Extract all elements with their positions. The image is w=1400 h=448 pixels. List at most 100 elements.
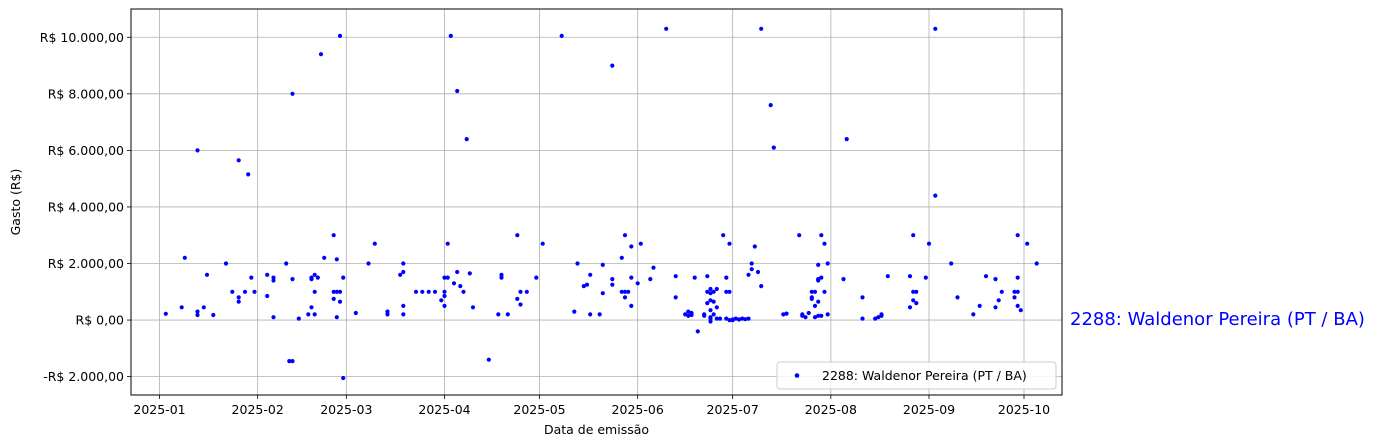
data-point (515, 233, 520, 238)
data-point (879, 312, 884, 317)
data-point (705, 289, 710, 294)
data-point (195, 148, 200, 153)
data-point (458, 284, 463, 289)
data-point (907, 274, 913, 279)
data-point (907, 305, 913, 310)
data-point (331, 233, 336, 238)
x-axis-title: Data de emissão (544, 422, 649, 437)
data-point (781, 312, 786, 317)
data-point (442, 289, 447, 294)
data-point (797, 233, 802, 238)
data-point (271, 315, 276, 320)
data-point (445, 275, 450, 280)
data-point (236, 158, 241, 163)
data-point (800, 313, 805, 318)
data-point (724, 289, 729, 294)
data-point (315, 275, 320, 280)
data-point (597, 312, 602, 317)
data-point (692, 275, 697, 280)
data-point (724, 316, 729, 321)
grid-lines (131, 9, 1062, 395)
data-point (432, 289, 438, 294)
data-point (287, 359, 292, 364)
data-point (341, 275, 346, 280)
data-point (309, 277, 314, 282)
data-point (334, 257, 339, 262)
data-point (312, 312, 317, 317)
data-point (401, 303, 406, 308)
data-point (318, 52, 324, 57)
data-point (733, 316, 738, 321)
data-point (844, 137, 849, 142)
data-point (708, 316, 713, 321)
data-point (727, 289, 732, 294)
data-point (600, 291, 605, 296)
data-point (708, 298, 713, 303)
data-point (914, 289, 919, 294)
data-point (337, 289, 343, 294)
data-point (809, 295, 814, 300)
data-point (464, 137, 469, 142)
data-point (572, 309, 577, 314)
data-point (622, 289, 628, 294)
data-point (686, 309, 691, 314)
data-point (312, 272, 317, 277)
data-point (983, 274, 989, 279)
data-point (461, 289, 466, 294)
data-point (819, 275, 824, 280)
data-point (610, 63, 615, 68)
data-point (993, 305, 998, 310)
legend: 2288: Waldenor Pereira (PT / BA) (776, 361, 1057, 390)
x-tick-label: 2025-06 (612, 402, 664, 417)
y-tick-label: R$ 0,00 (76, 313, 124, 328)
data-point (727, 241, 732, 246)
data-point (309, 305, 314, 310)
data-point (331, 296, 336, 301)
data-point (322, 255, 327, 260)
y-tick-label: -R$ 2.000,00 (43, 369, 124, 384)
data-point (996, 298, 1001, 303)
data-point (1015, 233, 1020, 238)
data-point (708, 308, 713, 313)
data-point (223, 261, 229, 266)
data-point (803, 315, 808, 320)
plot-area-frame (130, 8, 1063, 396)
data-point (622, 233, 628, 238)
data-point (470, 305, 476, 310)
data-point (1015, 275, 1020, 280)
data-point (812, 315, 818, 320)
data-point (439, 298, 444, 303)
data-point (816, 313, 821, 318)
data-point (705, 301, 710, 306)
data-point (822, 289, 827, 294)
data-point (977, 303, 982, 308)
data-point (705, 274, 710, 279)
data-point (588, 272, 593, 277)
data-point (271, 275, 276, 280)
data-point (401, 261, 406, 266)
data-point (518, 302, 523, 307)
data-point (724, 275, 729, 280)
data-point (204, 272, 210, 277)
data-point (717, 316, 723, 321)
x-tick-label: 2025-04 (418, 402, 470, 417)
data-point (575, 261, 580, 266)
data-point (673, 295, 678, 300)
data-point (600, 262, 605, 267)
data-point (993, 277, 998, 282)
data-point (505, 312, 510, 317)
data-point (933, 193, 938, 198)
data-point (885, 274, 890, 279)
data-point (1034, 261, 1039, 266)
data-point (195, 312, 200, 318)
data-point (955, 295, 960, 300)
data-point (819, 233, 824, 238)
data-point (331, 289, 336, 294)
data-point (195, 309, 200, 314)
data-point (708, 319, 713, 324)
data-point (290, 359, 295, 364)
x-tick-label: 2025-02 (232, 402, 284, 417)
legend-box (776, 361, 1057, 390)
data-point (629, 275, 634, 280)
data-point (714, 305, 719, 310)
